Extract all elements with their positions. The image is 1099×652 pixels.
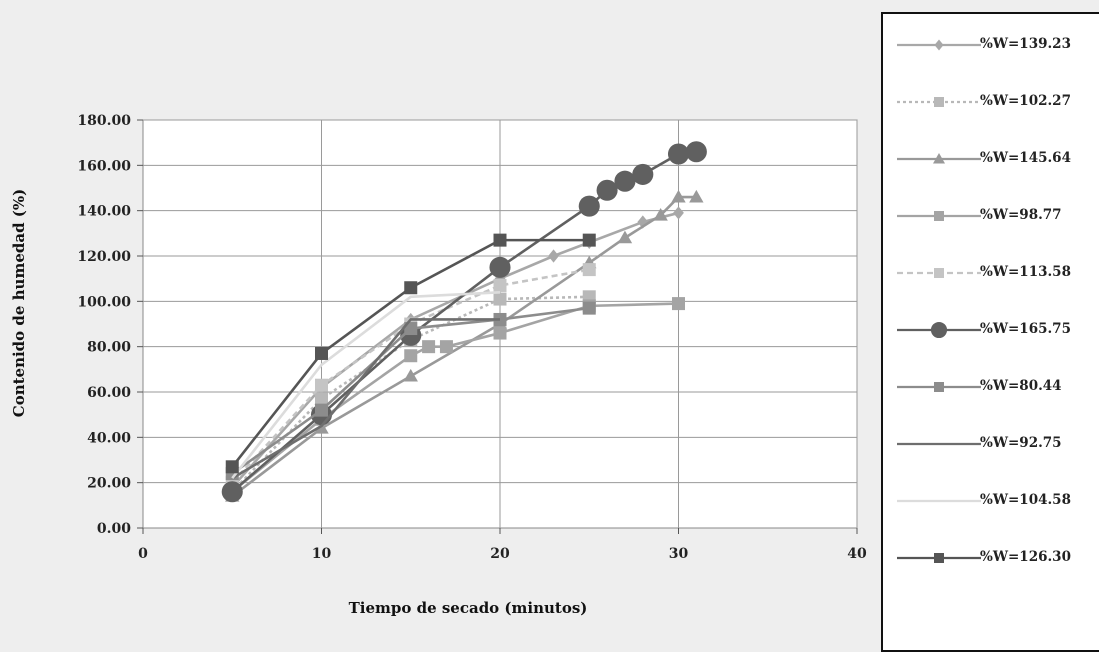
x-tick-label: 10: [312, 546, 332, 562]
data-point: [583, 302, 596, 315]
legend-marker: [935, 40, 944, 51]
data-point: [686, 141, 707, 162]
legend-label: %W=139.23: [980, 36, 1071, 52]
x-axis-label: Tiempo de secado (minutos): [349, 599, 588, 617]
data-point: [494, 279, 507, 292]
legend-item: %W=139.23: [883, 30, 1099, 60]
legend-swatch: [889, 201, 984, 231]
legend-item: %W=98.77: [883, 201, 1099, 231]
data-point: [668, 143, 689, 164]
legend-label: %W=165.75: [980, 321, 1071, 337]
data-point: [315, 379, 328, 392]
legend-swatch: [889, 486, 984, 516]
x-tick-label: 30: [669, 546, 689, 562]
legend-marker: [934, 553, 944, 563]
x-axis-ticks: 0 10 20 30 40: [138, 528, 867, 562]
data-point: [440, 340, 453, 353]
legend-swatch: [889, 144, 984, 174]
data-point: [315, 404, 328, 417]
legend-label: %W=104.58: [980, 492, 1071, 508]
legend-marker: [934, 97, 944, 107]
legend-marker: [934, 211, 944, 221]
y-tick-label: 180.00: [77, 113, 131, 129]
data-point: [597, 180, 618, 201]
x-tick-label: 0: [138, 546, 148, 562]
y-tick-label: 60.00: [87, 385, 131, 401]
legend-item: %W=145.64: [883, 144, 1099, 174]
data-point: [222, 481, 243, 502]
y-tick-label: 120.00: [77, 249, 131, 265]
y-tick-label: 140.00: [77, 204, 131, 220]
legend-swatch: [889, 30, 984, 60]
y-tick-label: 20.00: [87, 476, 131, 492]
legend-swatch: [889, 543, 984, 573]
legend-item: %W=126.30: [883, 543, 1099, 573]
x-tick-label: 40: [847, 546, 867, 562]
legend-swatch: [889, 372, 984, 402]
chart: 0.00 20.00 40.00 60.00 80.00 100.00 120.00 140.…: [0, 0, 881, 625]
legend-marker: [931, 322, 947, 338]
legend-item: %W=92.75: [883, 429, 1099, 459]
legend-label: %W=92.75: [980, 435, 1062, 451]
y-tick-label: 80.00: [87, 340, 131, 356]
data-point: [404, 349, 417, 362]
data-point: [494, 234, 507, 247]
data-point: [315, 392, 328, 405]
legend-label: %W=113.58: [980, 264, 1071, 280]
legend-swatch: [889, 87, 984, 117]
legend-label: %W=98.77: [980, 207, 1062, 223]
y-axis-ticks: 0.00 20.00 40.00 60.00 80.00 100.00 120.00 140.…: [77, 113, 143, 537]
legend-label: %W=145.64: [980, 150, 1071, 166]
data-point: [226, 460, 239, 473]
data-point: [494, 327, 507, 340]
data-point: [422, 340, 435, 353]
data-point: [315, 347, 328, 360]
legend-item: %W=80.44: [883, 372, 1099, 402]
y-tick-label: 100.00: [77, 294, 131, 310]
legend: %W=139.23 %W=102.27 %W=145.64 %W=98.77 %W=11…: [881, 12, 1099, 652]
legend-item: %W=113.58: [883, 258, 1099, 288]
legend-item: %W=104.58: [883, 486, 1099, 516]
x-tick-label: 20: [490, 546, 510, 562]
legend-label: %W=102.27: [980, 93, 1071, 109]
y-axis-label: Contenido de humedad (%): [10, 189, 28, 418]
legend-item: %W=102.27: [883, 87, 1099, 117]
data-point: [672, 297, 685, 310]
legend-item: %W=165.75: [883, 315, 1099, 345]
data-point: [632, 164, 653, 185]
legend-label: %W=126.30: [980, 549, 1071, 565]
data-point: [489, 257, 510, 278]
data-point: [494, 293, 507, 306]
legend-swatch: [889, 429, 984, 459]
legend-label: %W=80.44: [980, 378, 1062, 394]
y-tick-label: 0.00: [97, 521, 131, 537]
data-point: [583, 234, 596, 247]
data-point: [583, 263, 596, 276]
legend-swatch: [889, 258, 984, 288]
legend-marker: [934, 268, 944, 278]
data-point: [579, 196, 600, 217]
y-tick-label: 160.00: [77, 158, 131, 174]
y-tick-label: 40.00: [87, 430, 131, 446]
legend-marker: [934, 382, 944, 392]
data-point: [404, 281, 417, 294]
legend-swatch: [889, 315, 984, 345]
